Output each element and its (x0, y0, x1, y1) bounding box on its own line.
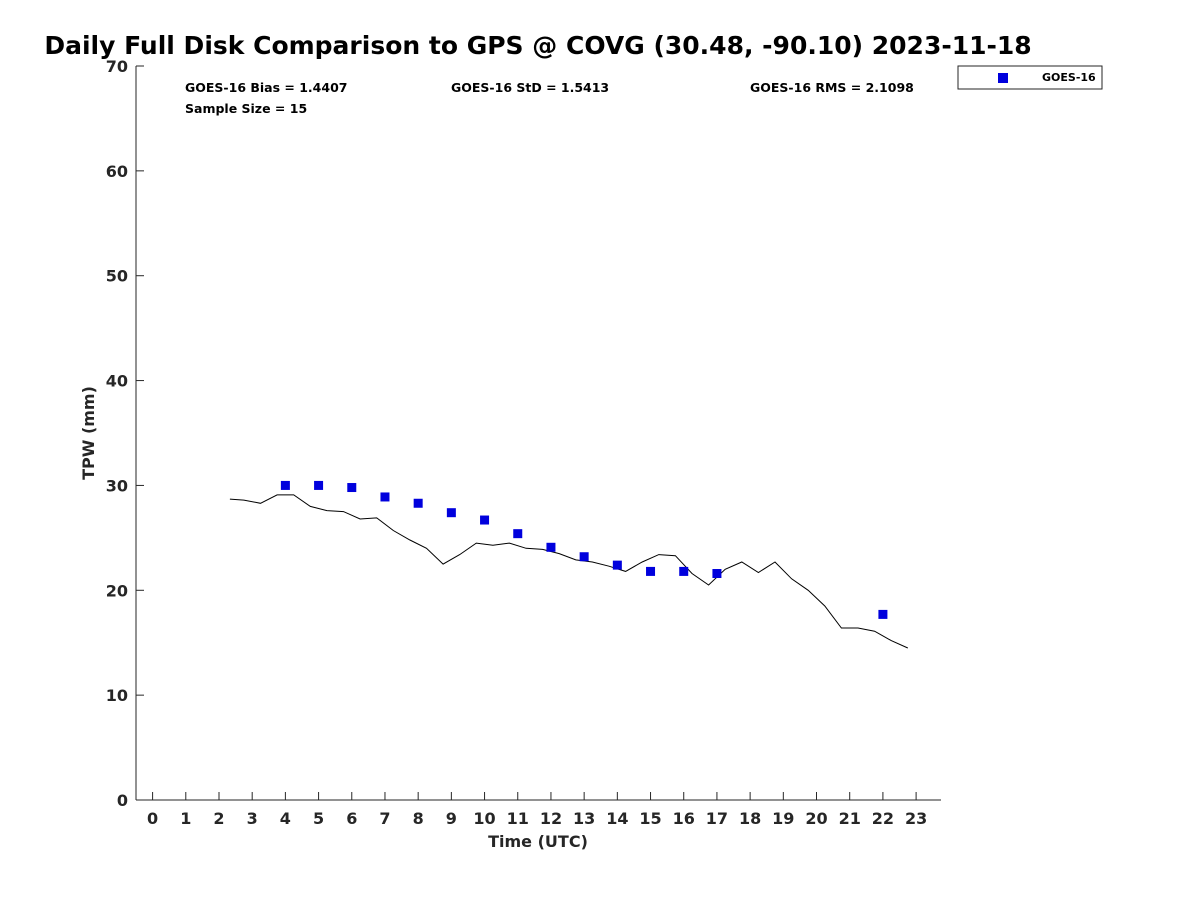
legend-label: GOES-16 (1042, 71, 1096, 84)
goes16-point (546, 542, 556, 552)
y-tick-label: 60 (106, 162, 128, 181)
x-tick-label: 8 (413, 809, 424, 828)
x-tick-label: 13 (573, 809, 595, 828)
x-tick-label: 5 (313, 809, 324, 828)
x-tick-label: 6 (346, 809, 357, 828)
axes (135, 66, 941, 801)
legend-marker (998, 73, 1008, 83)
x-tick-label: 22 (872, 809, 894, 828)
x-tick-label: 12 (540, 809, 562, 828)
x-tick-label: 23 (905, 809, 927, 828)
y-tick-label: 70 (106, 57, 128, 76)
goes16-point (314, 480, 324, 490)
y-tick-label: 30 (106, 476, 128, 495)
goes16-point (679, 566, 689, 576)
goes16-point (579, 552, 589, 562)
x-tick-label: 11 (507, 809, 529, 828)
y-tick-label: 0 (117, 791, 128, 810)
x-tick-label: 4 (280, 809, 291, 828)
y-tick-label: 20 (106, 581, 128, 600)
x-tick-label: 2 (213, 809, 224, 828)
x-tick-label: 21 (839, 809, 861, 828)
x-ticks: 0 1 2 3 4 5 6 7 8 9 10 11 12 13 14 15 16 17 18 19 20 21 22 23 (147, 792, 927, 828)
goes16-point (280, 480, 290, 490)
x-tick-label: 0 (147, 809, 158, 828)
goes16-point (347, 483, 357, 493)
bias-stat: GOES-16 Bias = 1.4407 (185, 80, 347, 95)
goes16-point (380, 492, 390, 502)
goes16-point (480, 515, 490, 525)
gps-line (229, 494, 909, 649)
x-tick-label: 16 (673, 809, 695, 828)
x-tick-label: 17 (706, 809, 728, 828)
x-tick-label: 3 (247, 809, 258, 828)
x-tick-label: 9 (446, 809, 457, 828)
chart-title: Daily Full Disk Comparison to GPS @ COVG… (44, 31, 1031, 60)
y-axis-label: TPW (mm) (79, 386, 98, 480)
goes16-point (878, 609, 888, 619)
x-axis-label: Time (UTC) (488, 832, 588, 851)
x-tick-label: 14 (606, 809, 628, 828)
x-tick-label: 10 (473, 809, 495, 828)
sample-size-stat: Sample Size = 15 (185, 101, 307, 116)
series-layer (229, 480, 909, 649)
y-tick-label: 50 (106, 267, 128, 286)
y-tick-label: 40 (106, 372, 128, 391)
legend: GOES-16 (957, 65, 1103, 90)
goes16-point (513, 529, 523, 539)
rms-stat: GOES-16 RMS = 2.1098 (750, 80, 914, 95)
x-tick-label: 15 (639, 809, 661, 828)
std-stat: GOES-16 StD = 1.5413 (451, 80, 609, 95)
x-tick-label: 20 (805, 809, 827, 828)
y-tick-label: 10 (106, 686, 128, 705)
goes16-point (646, 566, 656, 576)
x-tick-label: 19 (772, 809, 794, 828)
y-ticks: 0 10 20 30 40 50 60 70 (106, 57, 144, 810)
x-tick-label: 7 (379, 809, 390, 828)
legend-box (957, 65, 1103, 90)
goes16-point (712, 569, 722, 579)
goes16-point (446, 508, 456, 518)
goes16-point (612, 560, 622, 570)
x-tick-label: 1 (180, 809, 191, 828)
goes16-point (413, 498, 423, 508)
x-tick-label: 18 (739, 809, 761, 828)
